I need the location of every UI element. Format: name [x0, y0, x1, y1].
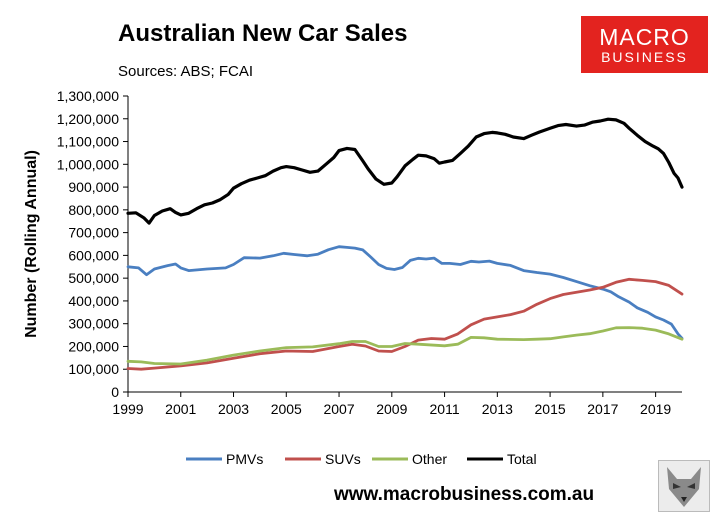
y-tick-label: 100,000 [68, 361, 119, 377]
series-line-pmvs [126, 245, 684, 340]
legend-label-pmvs: PMVs [226, 451, 263, 467]
website-url[interactable]: www.macrobusiness.com.au [334, 484, 595, 505]
y-tick-label: 500,000 [68, 270, 119, 286]
y-tick-label: 900,000 [68, 179, 119, 195]
x-tick-label: 2015 [535, 401, 566, 417]
x-tick-label: 2007 [323, 401, 354, 417]
y-tick-label: 700,000 [68, 225, 119, 241]
sources-label: Sources: ABS; FCAI [118, 63, 254, 80]
series-line-total [126, 117, 684, 225]
x-tick-label: 2013 [482, 401, 513, 417]
chart-axes: 0 100,000 200,000 300,000 400,000 500,000 600,… [23, 88, 682, 417]
x-tick-label: 2019 [640, 401, 671, 417]
series-line-other [126, 326, 684, 366]
y-tick-label: 1,300,000 [57, 88, 119, 104]
legend-label-suvs: SUVs [325, 451, 361, 467]
chart-title: Australian New Car Sales [118, 20, 408, 47]
x-tick-label: 2011 [430, 401, 460, 417]
y-tick-label: 1,200,000 [57, 111, 119, 127]
series-line-suvs [126, 277, 684, 371]
logo-line-1: MACRO [599, 24, 690, 50]
x-tick-label: 2003 [218, 401, 249, 417]
chart-legend: PMVs SUVs Other Total [186, 451, 537, 467]
x-tick-label: 1999 [112, 401, 143, 417]
logo-line-2: BUSINESS [601, 49, 688, 65]
x-tick-label: 2017 [587, 401, 618, 417]
y-tick-label: 0 [111, 384, 119, 400]
wolf-logo-icon [658, 460, 710, 512]
y-tick-label: 600,000 [68, 247, 119, 263]
y-tick-label: 300,000 [68, 316, 119, 332]
x-tick-label: 2005 [271, 401, 302, 417]
legend-label-other: Other [412, 451, 447, 467]
y-axis-label: Number (Rolling Annual) [23, 150, 40, 338]
y-tick-label: 200,000 [68, 338, 119, 354]
y-tick-label: 1,100,000 [57, 134, 119, 150]
x-tick-label: 2001 [165, 401, 196, 417]
y-tick-label: 1,000,000 [57, 156, 119, 172]
y-tick-label: 400,000 [68, 293, 119, 309]
macro-business-logo[interactable]: MACRO BUSINESS [581, 16, 708, 73]
chart-series [126, 117, 684, 371]
legend-label-total: Total [507, 451, 537, 467]
y-tick-label: 800,000 [68, 202, 119, 218]
x-tick-label: 2009 [376, 401, 407, 417]
